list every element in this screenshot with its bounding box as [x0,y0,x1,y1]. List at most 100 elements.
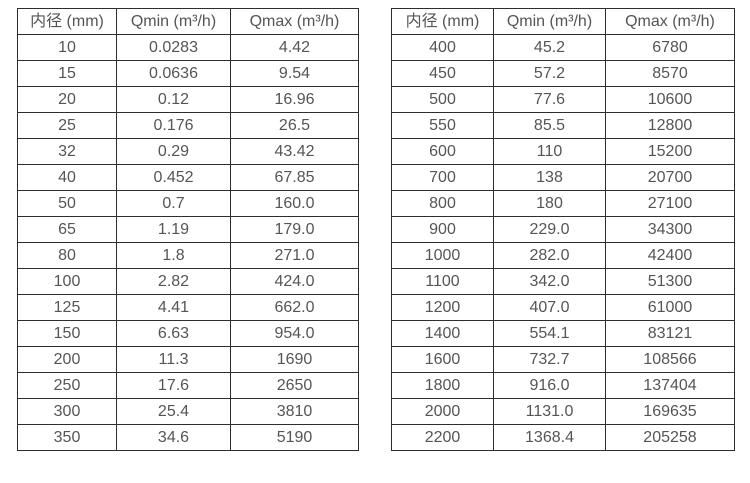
qmax-cell: 8570 [605,60,735,87]
inner-diameter-cell: 65 [17,216,117,243]
table-row: 20 0.12 16.96 [17,86,359,113]
qmin-cell: 57.2 [493,60,606,87]
inner-diameter-cell: 1800 [391,372,494,399]
qmax-cell: 15200 [605,138,735,165]
inner-diameter-cell: 15 [17,60,117,87]
qmax-cell: 26.5 [230,112,359,139]
inner-diameter-cell: 1400 [391,320,494,347]
column-header-inner-diameter: 内径 (mm) [391,8,494,35]
flow-table-large-diameters: 内径 (mm) Qmin (m³/h) Qmax (m³/h) 400 45.2 6… [391,8,735,451]
table-row: 900 229.0 34300 [391,216,735,243]
inner-diameter-cell: 125 [17,294,117,321]
header-row: 内径 (mm) Qmin (m³/h) Qmax (m³/h) [17,8,359,35]
qmax-cell: 42400 [605,242,735,269]
inner-diameter-cell: 900 [391,216,494,243]
table-row: 500 77.6 10600 [391,86,735,113]
qmax-cell: 12800 [605,112,735,139]
column-header-qmin: Qmin (m³/h) [493,8,606,35]
table-row: 1200 407.0 61000 [391,294,735,321]
qmax-cell: 27100 [605,190,735,217]
qmin-cell: 0.12 [116,86,231,113]
qmax-cell: 51300 [605,268,735,295]
qmin-cell: 45.2 [493,34,606,61]
inner-diameter-cell: 550 [391,112,494,139]
qmax-cell: 108566 [605,346,735,373]
table-row: 100 2.82 424.0 [17,268,359,295]
qmax-cell: 67.85 [230,164,359,191]
qmax-cell: 10600 [605,86,735,113]
inner-diameter-cell: 100 [17,268,117,295]
table-body: 400 45.2 6780 450 57.2 8570 500 77.6 10600 550 85.… [391,34,735,451]
qmin-cell: 85.5 [493,112,606,139]
qmin-cell: 17.6 [116,372,231,399]
table-row: 50 0.7 160.0 [17,190,359,217]
qmax-cell: 205258 [605,424,735,451]
qmin-cell: 25.4 [116,398,231,425]
qmax-cell: 20700 [605,164,735,191]
qmin-cell: 0.452 [116,164,231,191]
qmax-cell: 9.54 [230,60,359,87]
qmin-cell: 180 [493,190,606,217]
inner-diameter-cell: 400 [391,34,494,61]
qmin-cell: 6.63 [116,320,231,347]
table-row: 300 25.4 3810 [17,398,359,425]
qmax-cell: 3810 [230,398,359,425]
table-row: 200 11.3 1690 [17,346,359,373]
qmin-cell: 1.8 [116,242,231,269]
inner-diameter-cell: 150 [17,320,117,347]
table-body: 10 0.0283 4.42 15 0.0636 9.54 20 0.12 16.96 25 0.1… [17,34,359,451]
column-header-qmax: Qmax (m³/h) [605,8,735,35]
qmin-cell: 554.1 [493,320,606,347]
table-row: 32 0.29 43.42 [17,138,359,165]
inner-diameter-cell: 350 [17,424,117,451]
qmax-cell: 169635 [605,398,735,425]
table-row: 550 85.5 12800 [391,112,735,139]
inner-diameter-cell: 1100 [391,268,494,295]
table-row: 25 0.176 26.5 [17,112,359,139]
qmax-cell: 61000 [605,294,735,321]
table-row: 1100 342.0 51300 [391,268,735,295]
qmin-cell: 407.0 [493,294,606,321]
qmax-cell: 6780 [605,34,735,61]
qmin-cell: 342.0 [493,268,606,295]
inner-diameter-cell: 40 [17,164,117,191]
inner-diameter-cell: 50 [17,190,117,217]
qmin-cell: 916.0 [493,372,606,399]
column-header-qmin: Qmin (m³/h) [116,8,231,35]
qmax-cell: 2650 [230,372,359,399]
table-row: 80 1.8 271.0 [17,242,359,269]
qmin-cell: 282.0 [493,242,606,269]
inner-diameter-cell: 600 [391,138,494,165]
qmin-cell: 1.19 [116,216,231,243]
inner-diameter-cell: 25 [17,112,117,139]
qmin-cell: 0.0636 [116,60,231,87]
qmin-cell: 0.29 [116,138,231,165]
header-row: 内径 (mm) Qmin (m³/h) Qmax (m³/h) [391,8,735,35]
qmin-cell: 34.6 [116,424,231,451]
qmin-cell: 1131.0 [493,398,606,425]
qmax-cell: 4.42 [230,34,359,61]
inner-diameter-cell: 10 [17,34,117,61]
inner-diameter-cell: 2000 [391,398,494,425]
table-row: 800 180 27100 [391,190,735,217]
table-row: 125 4.41 662.0 [17,294,359,321]
qmax-cell: 34300 [605,216,735,243]
qmin-cell: 138 [493,164,606,191]
qmax-cell: 137404 [605,372,735,399]
table-row: 1600 732.7 108566 [391,346,735,373]
qmin-cell: 0.0283 [116,34,231,61]
qmin-cell: 1368.4 [493,424,606,451]
column-header-inner-diameter: 内径 (mm) [17,8,117,35]
qmax-cell: 271.0 [230,242,359,269]
qmin-cell: 77.6 [493,86,606,113]
inner-diameter-cell: 20 [17,86,117,113]
qmin-cell: 0.176 [116,112,231,139]
qmin-cell: 229.0 [493,216,606,243]
column-header-qmax: Qmax (m³/h) [230,8,359,35]
inner-diameter-cell: 1000 [391,242,494,269]
qmax-cell: 83121 [605,320,735,347]
qmax-cell: 954.0 [230,320,359,347]
qmax-cell: 160.0 [230,190,359,217]
table-row: 1000 282.0 42400 [391,242,735,269]
